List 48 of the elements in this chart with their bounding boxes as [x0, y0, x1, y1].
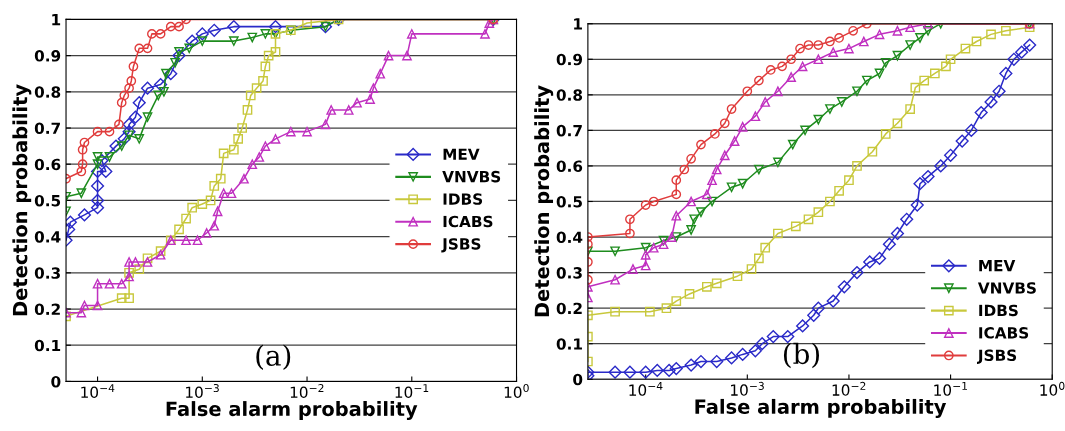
y-tick-label: 0.6 — [556, 160, 583, 172]
legend-label: JSBS — [977, 349, 1017, 364]
x-tick-label: 10$^{−3}$ — [731, 381, 764, 396]
legend-label: MEV — [979, 259, 1016, 272]
legend-label: JSBS — [441, 238, 481, 253]
y-tick-label: 1 — [52, 14, 61, 26]
y-tick-label: 0.6 — [34, 158, 61, 171]
y-tick-label: 0.5 — [556, 195, 582, 208]
x-tick-label: 10$^{0}$ — [1040, 381, 1065, 396]
y-axis-title: Detection probability — [12, 84, 32, 316]
y-tick-label: 0.4 — [34, 231, 61, 243]
legend-label: IDBS — [979, 304, 1018, 317]
x-axis-title: False alarm probability — [695, 398, 947, 418]
y-tick-label: 0.2 — [34, 303, 60, 316]
y-tick-label: 0.7 — [556, 124, 582, 137]
y-tick-label: 0.1 — [34, 339, 61, 352]
annotation: (a) — [256, 344, 291, 370]
y-tick-label: 0.2 — [556, 302, 582, 315]
y-tick-label: 0.9 — [556, 53, 583, 66]
legend-label: IDBS — [443, 193, 483, 205]
y-tick-label: 0.3 — [556, 267, 582, 279]
y-tick-label: 0.9 — [34, 50, 61, 62]
y-tick-label: 0.1 — [556, 338, 582, 350]
legend-label: MEV — [443, 148, 480, 160]
y-tick-label: 0.8 — [34, 86, 61, 98]
y-tick-label: 1 — [574, 18, 582, 30]
x-tick-label: 10$^{−1}$ — [934, 382, 967, 396]
x-tick-label: 10$^{−2}$ — [290, 384, 324, 399]
x-tick-label: 10$^{−4}$ — [81, 384, 115, 399]
y-tick-label: 0 — [573, 373, 583, 386]
x-tick-label: 10$^{−1}$ — [395, 384, 429, 399]
legend-label: ICABS — [443, 215, 493, 228]
y-tick-label: 0.3 — [34, 267, 60, 279]
annotation: (b) — [783, 342, 820, 369]
y-axis-title: Detection probability — [534, 85, 554, 317]
legend-label: ICABS — [979, 327, 1029, 339]
x-tick-label: 10$^{−3}$ — [186, 384, 219, 399]
y-tick-label: 0.5 — [34, 194, 61, 207]
y-tick-label: 0.7 — [34, 122, 60, 135]
legend-label: VNVBS — [977, 282, 1036, 294]
x-axis-title: False alarm probability — [166, 401, 418, 421]
y-tick-label: 0 — [51, 375, 61, 388]
x-tick-label: 10$^{−2}$ — [832, 381, 866, 396]
legend-label: VNVBS — [442, 170, 501, 183]
x-tick-label: 10$^{−4}$ — [629, 382, 663, 396]
y-tick-label: 0.4 — [556, 231, 583, 244]
y-tick-label: 0.8 — [556, 89, 583, 101]
x-tick-label: 10$^{0}$ — [504, 384, 529, 399]
